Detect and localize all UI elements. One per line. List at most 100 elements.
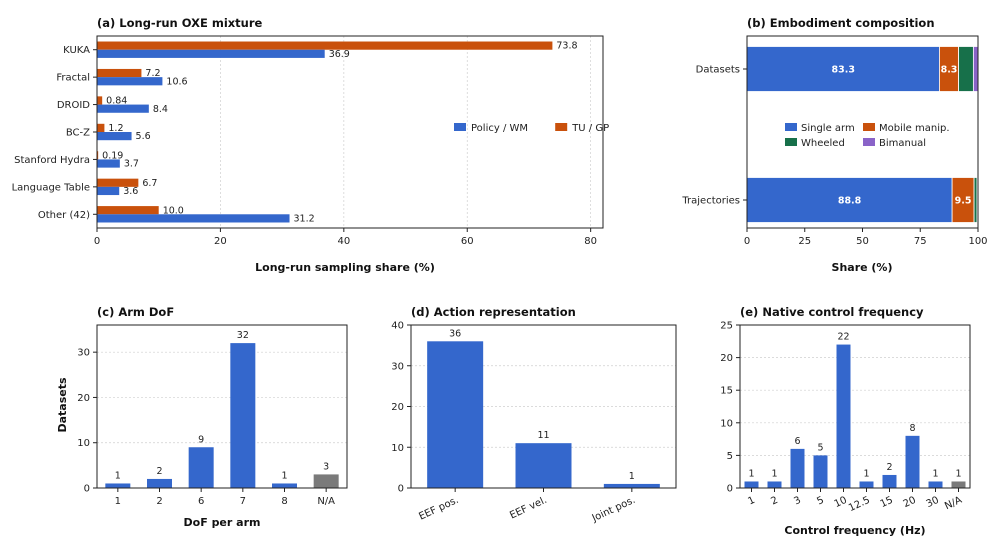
panel-d-frame	[410, 324, 677, 489]
panel-a-xtick-label: 60	[461, 236, 474, 247]
panel-b-legend-swatch-single-arm	[785, 123, 797, 131]
panel-e-category-2: 2	[769, 495, 779, 508]
panel-e-ytick-label: 5	[727, 451, 733, 462]
panel-a-xtick-label: 0	[94, 236, 100, 247]
panel-e-category-12-5: 12.5	[847, 495, 872, 514]
panel-b-xlabel: Share (%)	[832, 261, 893, 274]
panel-a-bar-tu-gp-kuka	[97, 41, 553, 50]
panel-c-category-8: 8	[281, 496, 287, 507]
panel-e-bar-5	[813, 455, 828, 488]
panel-e-bar-n-a	[951, 481, 966, 488]
panel-a-legend-label-policy-wm: Policy / WM	[471, 123, 528, 134]
panel-d-bar-eef-pos	[427, 341, 484, 488]
panel-a-data-label: 31.2	[294, 213, 315, 224]
panel-a-bar-tu-gp-bc-z	[97, 123, 105, 132]
panel-e-native-control-frequency: (e) Native control frequency Control fre…	[720, 305, 971, 537]
panel-a-data-label: 3.7	[124, 159, 139, 170]
panel-b-segment-single-arm-datasets	[746, 46, 940, 92]
panel-e-xlabel: Control frequency (Hz)	[784, 524, 925, 537]
panel-d-ytick-label: 30	[391, 361, 404, 372]
panel-a-data-label: 36.9	[329, 49, 350, 60]
panel-e-ytick-label: 10	[720, 418, 733, 429]
panel-e-bar-3	[790, 448, 805, 488]
panel-a-xtick-label: 40	[337, 236, 350, 247]
panel-b-segment-label: 83.3	[831, 65, 854, 76]
panel-a-data-label: 6.7	[142, 178, 157, 189]
panel-a-bar-tu-gp-language-table	[97, 178, 139, 187]
panel-c-value-label: 9	[198, 434, 204, 445]
panel-a-data-label: 7.2	[145, 68, 160, 79]
panel-a-bar-policy-wm-language-table	[97, 186, 120, 196]
panel-a-category-stanford-hydra: Stanford Hydra	[14, 155, 90, 166]
panel-b-legend-label-single-arm: Single arm	[801, 123, 855, 134]
panel-a-title: (a) Long-run OXE mixture	[97, 16, 263, 30]
panel-e-value-label: 6	[794, 436, 800, 447]
panel-b-segment-label: 8.3	[941, 65, 958, 76]
panel-d-ytick-label: 40	[391, 321, 404, 332]
panel-c-title: (c) Arm DoF	[97, 305, 174, 319]
panel-a-category-kuka: KUKA	[63, 45, 90, 56]
panel-e-category-20: 20	[902, 495, 918, 510]
panel-b-title: (b) Embodiment composition	[747, 16, 935, 30]
panel-e-category-5: 5	[815, 495, 825, 508]
panel-a-category-fractal: Fractal	[56, 73, 90, 84]
panel-c-bar-6	[188, 447, 214, 488]
panel-b-xtick-label: 25	[798, 236, 811, 247]
panel-d-ytick-label: 0	[398, 484, 404, 495]
panel-a-xtick-label: 80	[584, 236, 597, 247]
panel-c-bar-7	[230, 343, 256, 488]
panel-b-xtick-label: 75	[914, 236, 927, 247]
panel-e-ytick-label: 20	[720, 353, 733, 364]
panel-e-ytick-label: 15	[720, 386, 733, 397]
panel-a-bar-tu-gp-stanford-hydra	[97, 151, 99, 160]
panel-a-data-label: 1.2	[108, 123, 123, 134]
panel-e-ytick-label: 0	[727, 484, 733, 495]
panel-b-legend-swatch-wheeled	[785, 138, 797, 146]
panel-c-arm-dof: (c) Arm DoF DoF per arm Datasets 0 10 20 30…	[56, 305, 348, 529]
panel-d-value-label: 36	[449, 328, 461, 339]
panel-a-legend-label-tu-gp: TU / GP	[571, 123, 609, 134]
panel-e-value-label: 1	[932, 468, 938, 479]
panel-e-category-30: 30	[925, 495, 941, 510]
panel-a-bar-policy-wm-kuka	[97, 49, 325, 58]
panel-b-xtick-label: 0	[744, 236, 750, 247]
panel-d-ytick-label: 20	[391, 402, 404, 413]
panel-a-bar-policy-wm-other-42	[97, 214, 290, 223]
panel-a-data-label: 0.19	[102, 150, 123, 161]
panel-c-category-n-a: N/A	[317, 496, 335, 507]
panel-a-data-label: 73.8	[556, 41, 577, 52]
panel-c-value-label: 1	[115, 470, 121, 481]
panel-b-segment-wheeled-trajectories	[973, 177, 978, 223]
panel-c-value-label: 3	[323, 461, 329, 472]
panel-e-value-label: 1	[955, 468, 961, 479]
panel-e-category-n-a: N/A	[943, 495, 964, 513]
panel-e-bar-1	[744, 481, 759, 488]
panel-e-bar-20	[905, 435, 920, 488]
panel-a-legend-swatch-tu-gp	[555, 123, 568, 131]
panel-d-category-eef-pos: EEF pos.	[417, 495, 460, 523]
panel-d-ytick-label: 10	[391, 443, 404, 454]
panel-b-segment-bimanual-datasets	[972, 46, 979, 92]
panel-e-value-label: 8	[909, 423, 915, 434]
panel-d-title: (d) Action representation	[411, 305, 576, 319]
panel-e-value-label: 1	[863, 468, 869, 479]
panel-c-bar-8	[272, 483, 297, 488]
panel-c-category-6: 6	[198, 496, 204, 507]
panel-a-category-other-42: Other (42)	[38, 210, 90, 221]
panel-a-bar-policy-wm-stanford-hydra	[97, 159, 120, 168]
panel-c-value-label: 1	[281, 470, 287, 481]
panel-b-category-datasets: Datasets	[696, 65, 740, 76]
panel-e-category-10: 10	[833, 495, 849, 510]
panel-a-xtick-label: 20	[214, 236, 227, 247]
panel-b-segment-label: 9.5	[955, 196, 972, 207]
panel-a-legend-swatch-policy-wm	[454, 123, 466, 131]
panel-c-ytick-label: 10	[77, 438, 90, 449]
panel-d-category-eef-vel: EEF vel.	[508, 495, 549, 522]
panel-a-bar-tu-gp-fractal	[97, 68, 142, 78]
panel-c-ytick-label: 0	[84, 484, 90, 495]
panel-a-xlabel: Long-run sampling share (%)	[255, 261, 435, 274]
panel-a-data-label: 8.4	[153, 104, 168, 115]
panel-e-bar-12-5	[859, 481, 874, 488]
panel-a-bar-policy-wm-droid	[97, 104, 149, 113]
